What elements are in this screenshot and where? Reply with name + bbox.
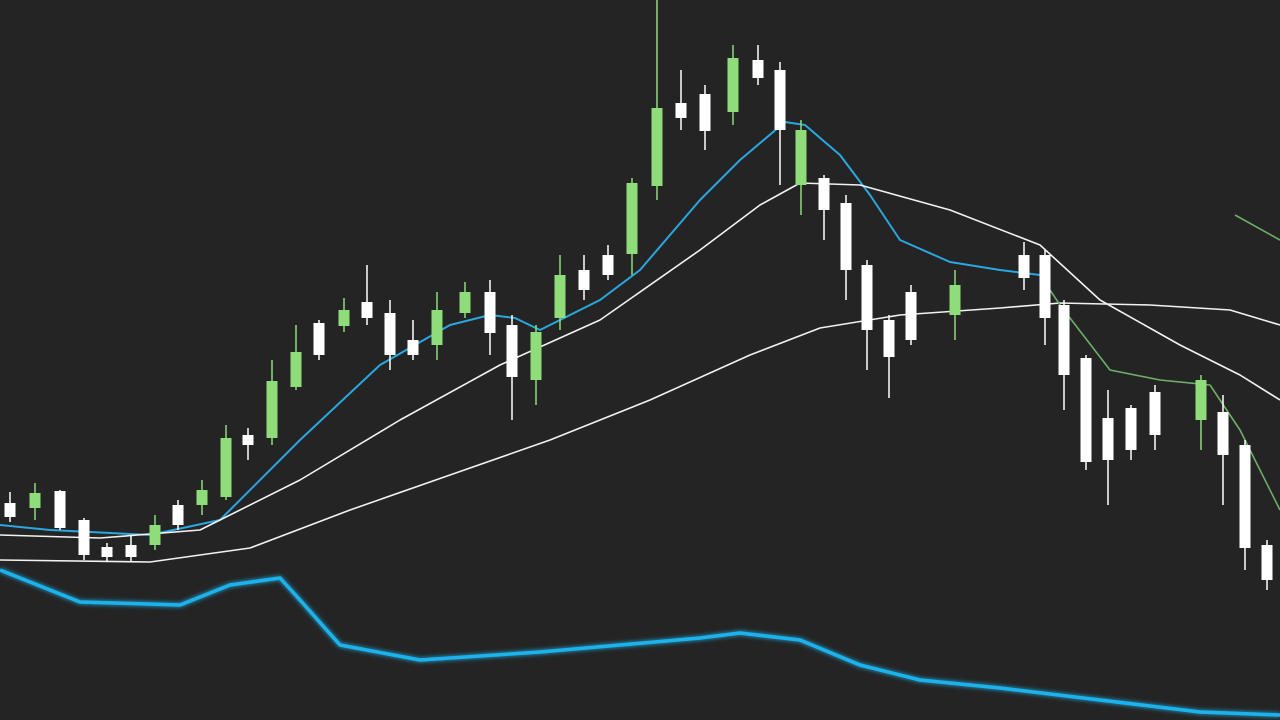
candle-body [78,520,90,555]
candle-body [1239,445,1251,548]
candle-body [506,325,518,377]
candle-body [883,320,895,357]
candle-body [1217,412,1229,455]
moving-average [0,121,1041,536]
candle-body [149,525,161,545]
candle-body [242,435,254,445]
candle-body [840,203,852,270]
candle-body [101,547,113,557]
candle-body [818,178,830,210]
candle-body [530,332,542,380]
candle-body [220,438,232,497]
candle-body [313,323,325,355]
candle-body [905,292,917,340]
candle-body [774,70,786,130]
candle-body [795,130,807,185]
candle-body [1195,380,1207,420]
candle-body [1058,305,1070,375]
candle-body [1102,418,1114,460]
candle-body [266,381,278,438]
candle-body [651,108,663,186]
candle-body [54,491,66,528]
moving-average [1234,214,1280,241]
candle-body [554,275,566,318]
candle-body [484,292,496,333]
candle-body [338,310,350,326]
candle-body [384,313,396,355]
candle-body [578,270,590,290]
candle-body [431,310,443,345]
candle-body [626,183,638,254]
candle-body [949,285,961,315]
candle-body [1039,255,1051,318]
moving-average [0,182,1280,539]
candle-body [1149,392,1161,435]
candle-body [407,340,419,355]
candle-body [29,493,41,508]
candle-body [727,58,739,112]
candle-body [172,505,184,525]
candle-body [1018,255,1030,278]
candle-body [861,265,873,330]
candle-body [125,545,137,557]
candle-body [196,490,208,505]
candle-body [675,103,687,118]
candle-body [290,352,302,387]
indicator-line [0,568,1280,717]
candle-body [1125,408,1137,450]
candle-body [752,60,764,78]
candle-body [602,255,614,275]
candle-body [361,302,373,318]
moving-average [0,302,1280,563]
candle-body [4,503,16,517]
candle-body [1261,545,1273,580]
candle-body [1080,358,1092,462]
candle-body [699,94,711,131]
candle-body [459,292,471,313]
